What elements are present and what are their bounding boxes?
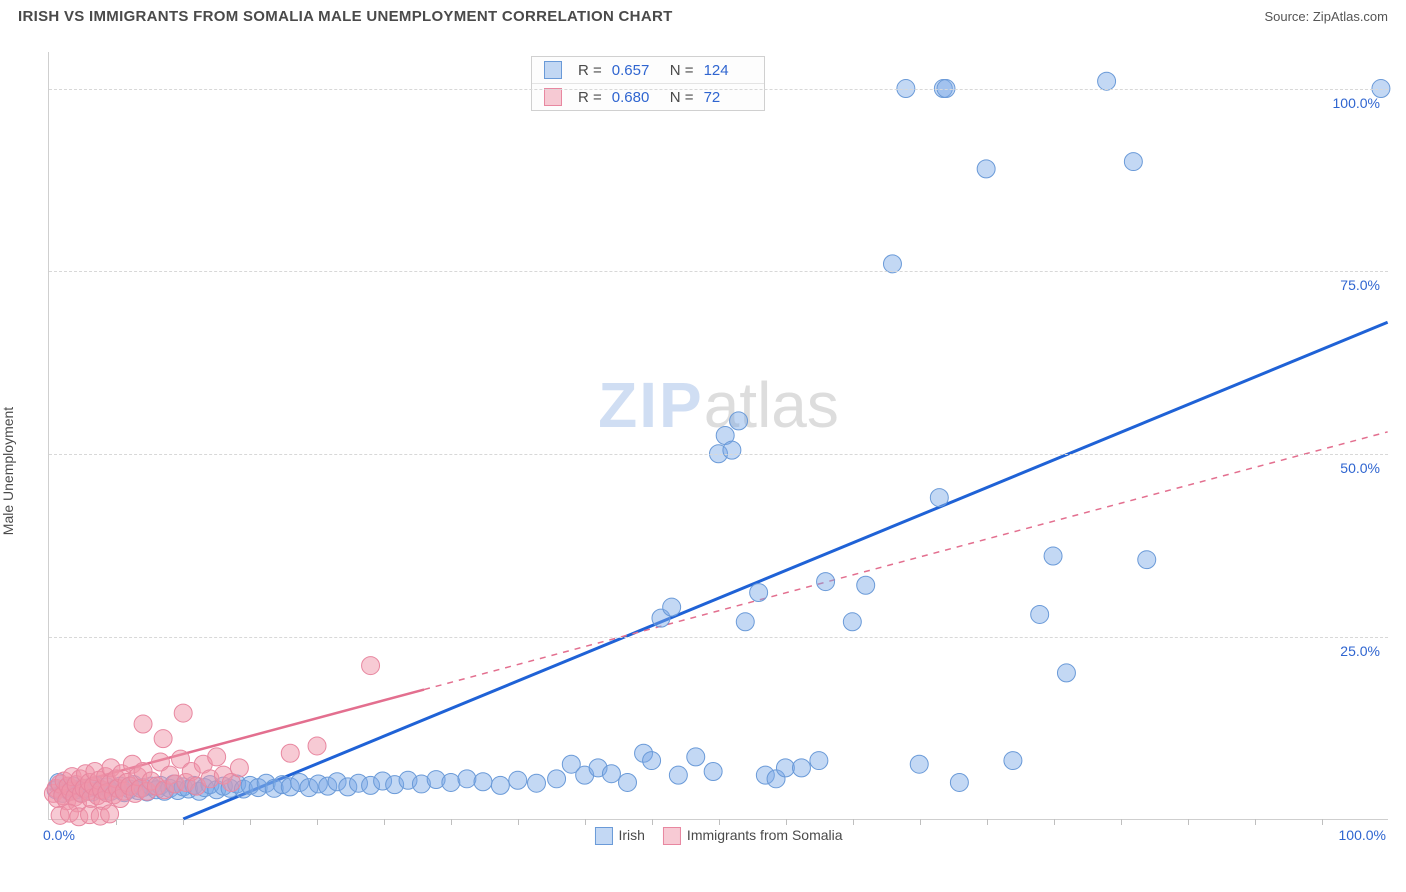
source-attribution: Source: ZipAtlas.com: [1264, 9, 1388, 24]
legend-label: Immigrants from Somalia: [687, 827, 843, 843]
x-tick: [384, 819, 385, 825]
gridline: [49, 271, 1388, 272]
x-tick: [1188, 819, 1189, 825]
data-point: [1138, 551, 1156, 569]
x-tick: [183, 819, 184, 825]
x-tick: [920, 819, 921, 825]
data-point: [362, 657, 380, 675]
data-point: [1031, 605, 1049, 623]
data-point: [687, 748, 705, 766]
data-point: [548, 770, 566, 788]
gridline: [49, 637, 1388, 638]
data-point: [730, 412, 748, 430]
data-point: [1098, 72, 1116, 90]
scatter-plot: ZIPatlas R =0.657N =124R =0.680N =72 0.0…: [48, 52, 1388, 820]
gridline: [49, 89, 1388, 90]
data-point: [1044, 547, 1062, 565]
x-tick: [1322, 819, 1323, 825]
data-point: [792, 759, 810, 777]
data-point: [442, 773, 460, 791]
data-point: [857, 576, 875, 594]
data-point: [154, 730, 172, 748]
x-tick: [652, 819, 653, 825]
data-point: [810, 752, 828, 770]
data-point: [230, 759, 248, 777]
data-point: [930, 489, 948, 507]
x-tick: [719, 819, 720, 825]
x-tick: [518, 819, 519, 825]
data-point: [663, 598, 681, 616]
x-tick: [1255, 819, 1256, 825]
data-point: [491, 776, 509, 794]
x-tick-max: 100.0%: [1339, 827, 1386, 843]
legend-item: Immigrants from Somalia: [663, 827, 843, 845]
data-point: [723, 441, 741, 459]
data-point: [669, 766, 687, 784]
data-point: [619, 773, 637, 791]
y-tick-label: 75.0%: [1340, 277, 1380, 293]
x-tick: [317, 819, 318, 825]
y-tick-label: 100.0%: [1333, 95, 1380, 111]
data-point: [528, 774, 546, 792]
n-label: N =: [670, 62, 694, 79]
stats-legend: R = 0.657 N = 124 R = 0.680 N = 72: [531, 56, 765, 111]
data-point: [817, 573, 835, 591]
bottom-legend: Irish Immigrants from Somalia: [594, 827, 842, 845]
data-point: [1004, 752, 1022, 770]
x-tick: [116, 819, 117, 825]
data-point: [208, 748, 226, 766]
legend-swatch: [544, 88, 562, 106]
x-tick: [1054, 819, 1055, 825]
data-point: [281, 744, 299, 762]
r-label: R =: [578, 89, 602, 106]
data-point: [910, 755, 928, 773]
data-point: [776, 759, 794, 777]
data-point: [736, 613, 754, 631]
data-point: [308, 737, 326, 755]
chart-title: IRISH VS IMMIGRANTS FROM SOMALIA MALE UN…: [18, 8, 673, 25]
scatter-points-layer: [49, 52, 1388, 819]
legend-item: Irish: [594, 827, 644, 845]
data-point: [474, 773, 492, 791]
gridline: [49, 454, 1388, 455]
data-point: [458, 770, 476, 788]
n-label: N =: [670, 89, 694, 106]
x-tick-min: 0.0%: [43, 827, 75, 843]
y-tick-label: 25.0%: [1340, 643, 1380, 659]
legend-swatch: [594, 827, 612, 845]
n-value: 72: [704, 89, 752, 106]
n-value: 124: [704, 62, 752, 79]
x-tick: [451, 819, 452, 825]
y-axis-label: Male Unemployment: [0, 407, 16, 535]
data-point: [750, 584, 768, 602]
r-value: 0.657: [612, 62, 660, 79]
x-tick: [853, 819, 854, 825]
y-tick-label: 50.0%: [1340, 460, 1380, 476]
legend-swatch: [663, 827, 681, 845]
x-tick: [786, 819, 787, 825]
stats-row: R = 0.657 N = 124: [532, 57, 764, 83]
x-tick: [585, 819, 586, 825]
data-point: [509, 771, 527, 789]
data-point: [950, 773, 968, 791]
data-point: [704, 763, 722, 781]
data-point: [1124, 153, 1142, 171]
data-point: [843, 613, 861, 631]
data-point: [1057, 664, 1075, 682]
r-label: R =: [578, 62, 602, 79]
x-tick: [250, 819, 251, 825]
stats-row: R = 0.680 N = 72: [532, 83, 764, 110]
legend-label: Irish: [618, 827, 644, 843]
legend-swatch: [544, 61, 562, 79]
x-tick: [1121, 819, 1122, 825]
data-point: [883, 255, 901, 273]
r-value: 0.680: [612, 89, 660, 106]
data-point: [602, 765, 620, 783]
data-point: [643, 752, 661, 770]
data-point: [174, 704, 192, 722]
x-tick: [987, 819, 988, 825]
data-point: [977, 160, 995, 178]
data-point: [134, 715, 152, 733]
